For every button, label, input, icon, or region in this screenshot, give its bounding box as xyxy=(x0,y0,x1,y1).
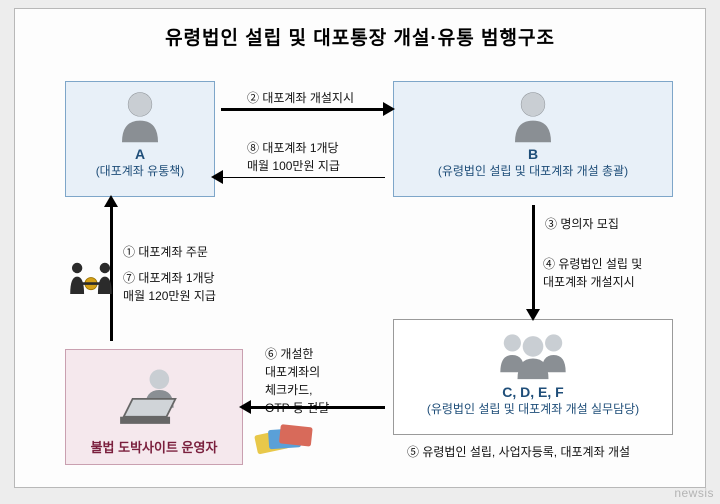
step-8-text: ⑧ 대포계좌 1개당 매월 100만원 지급 xyxy=(247,139,340,175)
step-7-text: ⑦ 대포계좌 1개당 매월 120만원 지급 xyxy=(123,269,216,305)
page-title: 유령법인 설립 및 대포통장 개설·유통 범행구조 xyxy=(15,23,705,50)
node-a-sublabel: (대포계좌 유통책) xyxy=(96,162,185,179)
step-2-text: ② 대포계좌 개설지시 xyxy=(247,89,354,107)
node-a: A (대포계좌 유통책) xyxy=(65,81,215,197)
node-a-label: A xyxy=(135,146,145,162)
cards-icon xyxy=(251,417,315,457)
node-b: B (유령법인 설립 및 대포계좌 개설 총괄) xyxy=(393,81,673,197)
node-cdef-sublabel: (유령법인 설립 및 대포계좌 개설 실무담당) xyxy=(427,400,639,417)
step-4-text: ④ 유령법인 설립 및 대포계좌 개설지시 xyxy=(543,255,642,291)
diagram-canvas: 유령법인 설립 및 대포통장 개설·유통 범행구조 A (대포계좌 유통책) B… xyxy=(14,8,706,488)
node-cdef: C, D, E, F (유령법인 설립 및 대포계좌 개설 실무담당) xyxy=(393,319,673,435)
step-1-text: ① 대포계좌 주문 xyxy=(123,243,208,261)
person-icon xyxy=(113,88,167,146)
watermark-text: newsis xyxy=(674,486,714,500)
node-operator-label: 불법 도박사이트 운영자 xyxy=(91,437,218,456)
laptop-user-icon xyxy=(109,365,199,431)
group-icon xyxy=(490,326,576,384)
step-5-text: ⑤ 유령법인 설립, 사업자등록, 대포계좌 개설 xyxy=(407,443,630,461)
step-3-text: ③ 명의자 모집 xyxy=(545,215,619,233)
node-cdef-label: C, D, E, F xyxy=(502,384,563,400)
node-b-sublabel: (유령법인 설립 및 대포계좌 개설 총괄) xyxy=(438,162,628,179)
handshake-deal-icon xyxy=(65,259,117,303)
node-b-label: B xyxy=(528,146,538,162)
node-operator: 불법 도박사이트 운영자 xyxy=(65,349,243,465)
person-icon xyxy=(506,88,560,146)
